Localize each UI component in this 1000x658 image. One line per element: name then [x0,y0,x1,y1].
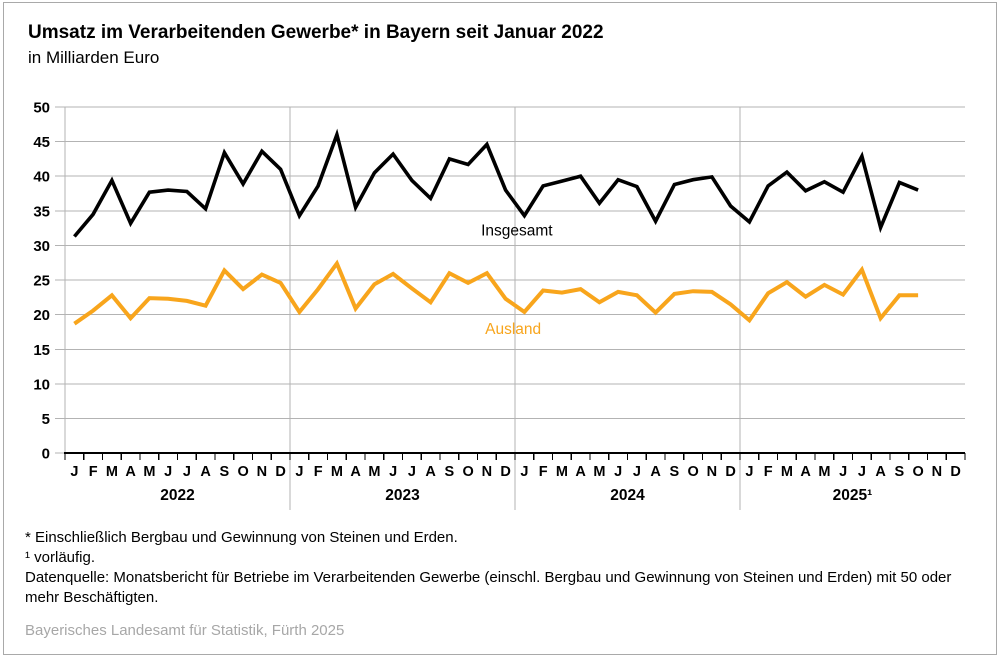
month-label: J [614,464,622,480]
y-tick-label: 10 [33,376,50,393]
month-label: D [500,464,510,480]
month-label: F [764,464,773,480]
series-label-insgesamt: Insgesamt [481,223,553,240]
month-label: A [875,464,886,480]
month-label: M [368,464,380,480]
month-label: O [912,464,923,480]
y-tick-label: 0 [42,446,50,463]
year-label: 2024 [610,487,645,504]
month-label: J [633,464,641,480]
month-label: F [314,464,323,480]
y-tick-label: 15 [33,342,50,359]
y-tick-label: 35 [33,203,50,220]
month-label: J [389,464,397,480]
publisher-credit: Bayerisches Landesamt für Statistik, Für… [25,622,345,639]
month-label: S [895,464,905,480]
month-label: J [520,464,528,480]
month-label: N [707,464,717,480]
month-label: J [858,464,866,480]
month-label: N [932,464,942,480]
y-tick-label: 20 [33,307,50,324]
month-label: D [950,464,960,480]
month-label: M [143,464,155,480]
y-tick-label: 30 [33,238,50,255]
month-label: J [408,464,416,480]
month-label: A [200,464,211,480]
month-label: J [745,464,753,480]
month-label: J [164,464,172,480]
year-label: 2025¹ [833,487,873,504]
y-tick-label: 40 [33,169,50,186]
month-label: J [183,464,191,480]
series-label-ausland: Ausland [485,321,541,338]
y-axis-labels: 0 5 10 15 20 25 30 35 40 45 50 [33,100,50,463]
month-label: D [725,464,735,480]
line-ausland [73,259,919,326]
month-label: O [237,464,248,480]
month-label: S [670,464,680,480]
month-label: M [556,464,568,480]
y-tick-label: 5 [42,411,50,428]
year-labels: 2022 2023 2024 2025¹ [160,487,872,504]
y-tick-label: 45 [33,134,50,151]
year-label: 2022 [160,487,194,504]
month-label: A [650,464,661,480]
month-label: J [839,464,847,480]
year-separators [289,107,741,511]
y-tick-label: 25 [33,273,50,290]
footnote-asterisk: * Einschließlich Bergbau und Gewinnung v… [25,529,458,546]
year-label: 2023 [385,487,420,504]
month-label: O [462,464,473,480]
month-label: S [445,464,455,480]
month-label: J [295,464,303,480]
footnote-datasource: Datenquelle: Monatsbericht für Betriebe … [25,569,952,606]
month-label: A [800,464,811,480]
month-label: M [331,464,343,480]
month-label: O [687,464,698,480]
month-label: N [257,464,267,480]
month-label: A [575,464,586,480]
month-label: M [593,464,605,480]
line-insgesamt [73,128,919,238]
month-label: A [125,464,136,480]
footnote-preliminary: ¹ vorläufig. [25,549,96,566]
chart-title: Umsatz im Verarbeitenden Gewerbe* in Bay… [28,22,604,43]
y-tick-label: 50 [33,100,50,117]
month-label: F [539,464,548,480]
month-label: M [818,464,830,480]
month-label: A [350,464,361,480]
month-ticks [64,453,966,461]
gridlines [55,106,965,454]
month-label: M [781,464,793,480]
month-label: N [482,464,492,480]
month-label: D [275,464,285,480]
month-label: M [106,464,118,480]
month-label: S [220,464,230,480]
month-label: J [70,464,78,480]
month-label: A [425,464,436,480]
month-label: F [89,464,98,480]
chart-subtitle: in Milliarden Euro [28,48,160,67]
